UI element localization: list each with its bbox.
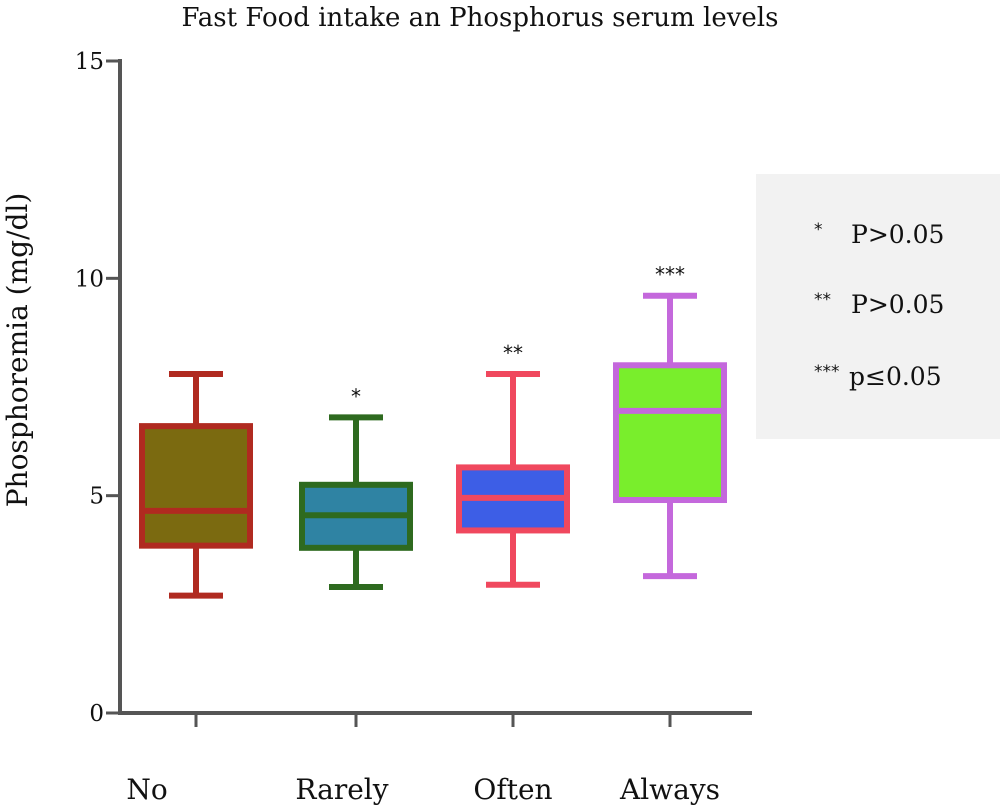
legend-marker: *** bbox=[814, 362, 840, 382]
y-axis-label: Phosphoremia (mg/dl) bbox=[1, 193, 34, 508]
significance-marker: * bbox=[351, 384, 361, 408]
legend-text: P>0.05 bbox=[851, 220, 944, 249]
legend-text: P>0.05 bbox=[851, 290, 944, 319]
box-often: ** bbox=[456, 341, 570, 588]
y-tick-label: 10 bbox=[75, 266, 104, 292]
y-tick-label: 5 bbox=[89, 484, 104, 510]
legend-marker: ** bbox=[814, 290, 831, 310]
category-label: No bbox=[126, 773, 167, 806]
significance-marker: *** bbox=[655, 263, 685, 287]
y-tick-label: 0 bbox=[89, 701, 104, 727]
box-always: *** bbox=[613, 263, 727, 580]
legend-text: p≤0.05 bbox=[849, 362, 942, 391]
category-label: Rarely bbox=[295, 773, 388, 806]
axes: 0 5 10 15 bbox=[75, 49, 752, 727]
iqr-box bbox=[139, 423, 253, 549]
category-labels: No Rarely Often Always bbox=[126, 773, 720, 806]
box-no bbox=[139, 370, 253, 599]
category-label: Always bbox=[619, 773, 720, 806]
y-tick-label: 15 bbox=[75, 49, 104, 75]
box-rarely: * bbox=[299, 384, 413, 590]
legend-entry: * P>0.05 bbox=[814, 220, 944, 249]
box-group: ****** bbox=[139, 263, 727, 599]
legend-background bbox=[756, 174, 1000, 439]
category-label: Often bbox=[473, 773, 552, 806]
chart-title: Fast Food intake an Phosphorus serum lev… bbox=[182, 3, 779, 33]
significance-marker: ** bbox=[503, 341, 523, 365]
legend-entry: *** p≤0.05 bbox=[814, 362, 942, 391]
legend-marker: * bbox=[814, 220, 823, 240]
significance-legend: * P>0.05 ** P>0.05 *** p≤0.05 bbox=[756, 174, 1000, 439]
iqr-box bbox=[613, 362, 727, 504]
legend-entry: ** P>0.05 bbox=[814, 290, 944, 319]
